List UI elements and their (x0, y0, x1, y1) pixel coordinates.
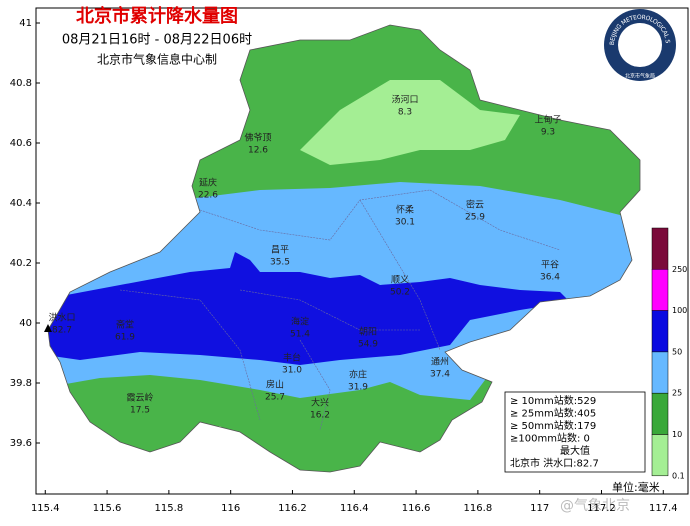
stats-line: 最大值 (560, 444, 590, 457)
station-name: 亦庄 (349, 369, 367, 381)
station-value: 16.2 (310, 411, 330, 421)
station-value: 8.3 (398, 108, 412, 118)
y-tick-label: 40.8 (10, 78, 32, 89)
station-name: 上甸子 (534, 114, 561, 126)
logo-cn: 北京市气象局 (625, 73, 655, 80)
x-tick-label: 117 (530, 503, 549, 514)
station-value: 25.9 (465, 213, 485, 223)
station-name: 顺义 (391, 275, 409, 286)
station-value: 9.3 (541, 128, 555, 138)
y-tick-label: 39.6 (10, 438, 32, 449)
station-value: 36.4 (540, 273, 560, 283)
station-value: 17.5 (130, 406, 150, 416)
station-name: 海淀 (291, 316, 309, 328)
stats-line: 北京市 洪水口:82.7 (510, 457, 599, 470)
station-name: 密云 (466, 199, 484, 211)
legend-label: 50 (672, 347, 682, 356)
source: 北京市气象信息中心制 (97, 52, 217, 67)
legend-label: 25 (672, 389, 682, 398)
x-tick-label: 116.2 (278, 503, 307, 514)
legend-swatch (651, 269, 669, 311)
x-tick-label: 117.4 (649, 503, 678, 514)
x-tick-label: 116.4 (340, 503, 369, 514)
station-name: 房山 (266, 379, 284, 391)
y-tick-label: 40 (19, 318, 32, 329)
x-tick-label: 116.8 (464, 503, 493, 514)
station-name: 延庆 (199, 177, 217, 189)
y-tick-label: 39.8 (10, 378, 32, 389)
station-name: 怀柔 (396, 204, 414, 216)
y-tick-label: 41 (19, 18, 32, 29)
x-tick-label: 116.6 (402, 503, 431, 514)
station-value: 37.4 (430, 370, 450, 380)
unit: 单位:毫米 (612, 480, 660, 494)
stats-line: ≥ 25mm站数:405 (510, 407, 596, 420)
legend-swatch (651, 310, 669, 353)
station-name: 汤河口 (391, 94, 418, 106)
max-marker (44, 324, 52, 332)
legend-label: 0.1 (672, 471, 685, 480)
legend-swatch (651, 227, 669, 270)
legend-swatch (651, 434, 669, 477)
y-tick-label: 40.6 (10, 138, 32, 149)
station-name: 昌平 (271, 245, 289, 256)
station-name: 霞云岭 (126, 392, 153, 404)
y-tick-label: 40.4 (10, 198, 32, 209)
station-name: 朝阳 (359, 327, 377, 338)
station-name: 洪水口 (48, 312, 75, 324)
stats-frame (504, 391, 646, 473)
station-value: 82.7 (52, 326, 72, 336)
station-value: 31.9 (348, 383, 368, 393)
city-border (47, 24, 641, 473)
subtitle: 08月21日16时 - 08月22日06时 (62, 33, 252, 48)
station-value: 12.6 (248, 146, 268, 156)
station-value: 54.9 (358, 340, 378, 350)
station-name: 平谷 (541, 260, 559, 271)
station-value: 22.6 (198, 191, 218, 201)
station-value: 51.4 (290, 330, 310, 340)
station-name: 大兴 (311, 397, 329, 409)
station-value: 61.9 (115, 333, 135, 343)
station-name: 斋堂 (116, 319, 134, 331)
station-value: 50.2 (390, 288, 410, 298)
station-name: 丰台 (283, 352, 301, 364)
x-tick-label: 117.2 (587, 503, 616, 514)
watermark: @气象北京 (560, 498, 630, 514)
legend-label: 10 (672, 430, 682, 439)
y-tick-label: 40.2 (10, 258, 32, 269)
district-borders (119, 189, 561, 431)
logo-inner (618, 23, 662, 67)
x-tick-label: 115.6 (93, 503, 122, 514)
stats-line: ≥ 50mm站数:179 (510, 419, 596, 432)
station-value: 35.5 (270, 258, 290, 268)
zone-light (300, 80, 520, 165)
zone-50-100 (48, 252, 570, 365)
station-value: 31.0 (282, 366, 302, 376)
x-tick-label: 115.4 (31, 503, 60, 514)
station-name: 佛爷顶 (244, 132, 271, 144)
legend-swatch (651, 392, 669, 435)
stats-box: ≥ 10mm站数:529≥ 25mm站数:405≥ 50mm站数:179≥100… (504, 391, 646, 473)
legend-swatch (651, 351, 669, 394)
legend-label: 100 (672, 306, 687, 315)
legend-label: 250 (672, 265, 687, 274)
x-tick-label: 116 (221, 503, 240, 514)
station-name: 通州 (431, 357, 449, 368)
x-tick-label: 115.8 (155, 503, 184, 514)
stats-line: ≥ 10mm站数:529 (510, 394, 596, 407)
stats-line: ≥100mm站数: 0 (510, 432, 590, 445)
title: 北京市累计降水量图 (76, 5, 238, 27)
station-value: 25.7 (265, 393, 285, 403)
station-value: 30.1 (395, 218, 415, 228)
